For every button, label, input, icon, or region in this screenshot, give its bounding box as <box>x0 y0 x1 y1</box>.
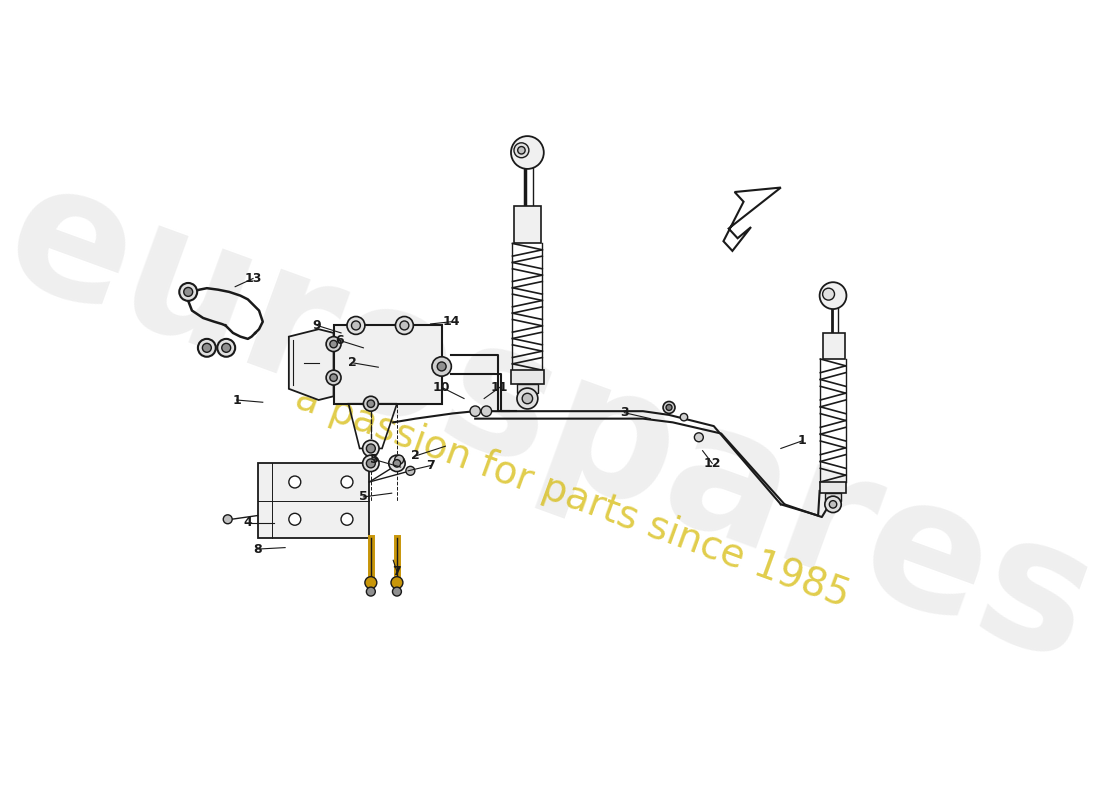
Circle shape <box>184 287 192 296</box>
Polygon shape <box>724 187 781 251</box>
Text: 13: 13 <box>244 272 262 285</box>
Circle shape <box>179 283 197 301</box>
Circle shape <box>432 357 451 376</box>
Circle shape <box>517 388 538 409</box>
Circle shape <box>694 433 703 442</box>
Circle shape <box>390 577 403 589</box>
Circle shape <box>388 455 405 471</box>
Text: 2: 2 <box>348 356 356 370</box>
Circle shape <box>823 288 835 300</box>
Circle shape <box>522 394 532 404</box>
Text: 8: 8 <box>253 542 262 555</box>
Circle shape <box>352 321 361 330</box>
Circle shape <box>393 587 402 596</box>
Circle shape <box>366 459 375 468</box>
Text: 2: 2 <box>411 450 420 462</box>
Circle shape <box>363 396 378 411</box>
Circle shape <box>512 136 543 169</box>
Bar <box>823 333 845 359</box>
Circle shape <box>829 501 837 508</box>
Circle shape <box>222 343 231 352</box>
Circle shape <box>395 455 404 464</box>
Circle shape <box>223 514 232 524</box>
Circle shape <box>514 143 529 158</box>
Text: 1: 1 <box>798 434 806 447</box>
Circle shape <box>326 337 341 351</box>
Circle shape <box>330 340 338 348</box>
Bar <box>517 384 538 393</box>
Circle shape <box>341 476 353 488</box>
Bar <box>512 370 543 384</box>
Text: 5: 5 <box>359 490 367 503</box>
Circle shape <box>218 339 235 357</box>
Circle shape <box>289 476 300 488</box>
Text: 11: 11 <box>491 381 508 394</box>
Text: 14: 14 <box>442 315 460 328</box>
Circle shape <box>825 496 842 513</box>
Circle shape <box>518 146 525 154</box>
Bar <box>257 463 370 538</box>
Bar <box>514 206 541 243</box>
Circle shape <box>363 440 379 457</box>
Text: 9: 9 <box>312 319 321 332</box>
Bar <box>333 326 442 404</box>
Circle shape <box>198 339 216 357</box>
Circle shape <box>680 414 688 421</box>
Circle shape <box>326 370 341 385</box>
Circle shape <box>202 343 211 352</box>
Circle shape <box>341 514 353 526</box>
Circle shape <box>470 406 481 416</box>
Polygon shape <box>289 329 333 400</box>
Circle shape <box>406 466 415 475</box>
Circle shape <box>393 460 400 467</box>
Circle shape <box>289 514 300 526</box>
Circle shape <box>367 400 375 407</box>
Text: 6: 6 <box>336 334 344 347</box>
Text: 4: 4 <box>243 517 252 530</box>
Circle shape <box>663 402 675 414</box>
Circle shape <box>346 317 365 334</box>
Circle shape <box>365 577 377 589</box>
Text: 7: 7 <box>393 565 402 578</box>
Text: 1: 1 <box>232 394 241 406</box>
Text: a passion for parts since 1985: a passion for parts since 1985 <box>289 378 855 615</box>
Bar <box>820 482 846 493</box>
Circle shape <box>330 374 338 382</box>
Circle shape <box>437 362 447 371</box>
Circle shape <box>395 317 414 334</box>
Circle shape <box>400 321 409 330</box>
Bar <box>825 493 842 501</box>
Circle shape <box>366 587 375 596</box>
Text: 5: 5 <box>371 453 378 466</box>
Circle shape <box>820 282 846 309</box>
Text: 3: 3 <box>620 406 628 419</box>
Circle shape <box>481 406 492 416</box>
Circle shape <box>363 455 379 471</box>
Text: eurospares: eurospares <box>0 145 1100 700</box>
Text: 7: 7 <box>426 459 434 472</box>
Circle shape <box>666 405 672 410</box>
Circle shape <box>366 444 375 453</box>
Text: 12: 12 <box>704 457 720 470</box>
Text: 10: 10 <box>433 381 450 394</box>
